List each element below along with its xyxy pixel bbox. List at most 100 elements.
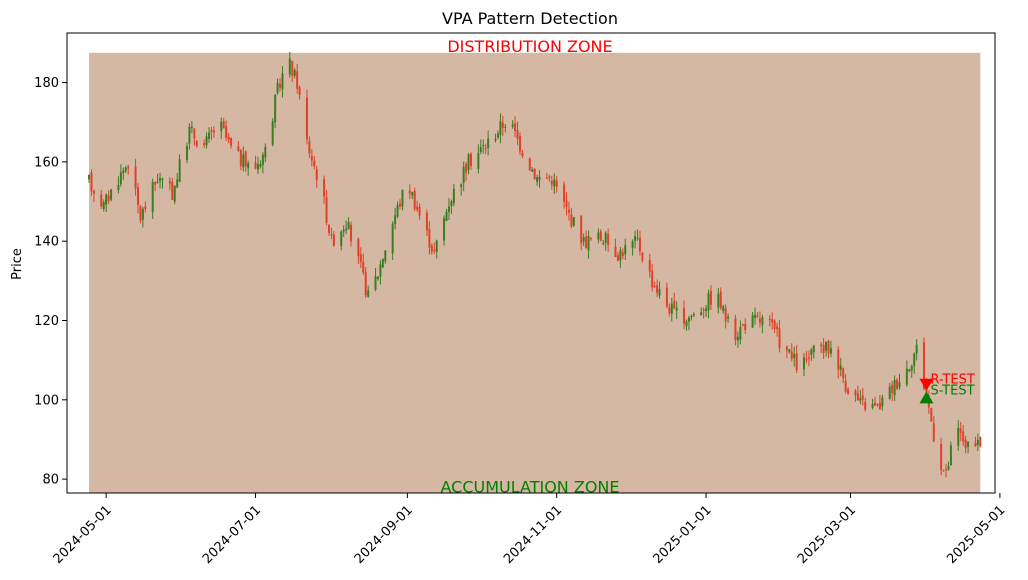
candle-body xyxy=(521,152,524,157)
candle-body xyxy=(810,349,813,355)
candle-body xyxy=(433,249,436,251)
candle-body xyxy=(888,386,891,399)
candle-body xyxy=(127,166,130,169)
candle-body xyxy=(212,130,215,133)
candle-body xyxy=(308,140,311,154)
candle-body xyxy=(570,214,573,227)
candle-body xyxy=(122,170,125,173)
candle-body xyxy=(844,380,847,392)
candle-body xyxy=(511,124,514,127)
candle-body xyxy=(494,139,497,141)
x-tick-label: 2025-01-01 xyxy=(651,503,715,567)
candle-body xyxy=(690,316,693,318)
candle-body xyxy=(514,123,517,131)
candle-body xyxy=(445,211,448,221)
candle-body xyxy=(964,439,967,449)
candle-body xyxy=(100,194,103,207)
candle-body xyxy=(908,369,911,372)
candle-body xyxy=(582,237,585,242)
candle-body xyxy=(330,234,333,236)
candle-body xyxy=(739,327,742,340)
candle-body xyxy=(533,168,536,180)
candle-body xyxy=(820,344,823,346)
candle-body xyxy=(683,308,686,324)
candle-body xyxy=(567,209,570,213)
candle-body xyxy=(220,121,223,131)
candle-body xyxy=(604,232,607,243)
candle-body xyxy=(621,252,624,256)
candle-body xyxy=(447,206,450,212)
distribution-zone-label: DISTRIBUTION ZONE xyxy=(447,37,612,56)
candle-body xyxy=(396,205,399,217)
candle-body xyxy=(959,428,962,433)
candle-body xyxy=(327,224,330,234)
candle-series xyxy=(88,51,982,478)
candle-body xyxy=(188,126,191,144)
candle-body xyxy=(499,121,502,135)
candle-body xyxy=(587,235,590,251)
candle-body xyxy=(685,321,688,326)
candle-body xyxy=(812,345,815,353)
chart-title: VPA Pattern Detection xyxy=(442,9,618,28)
candle-body xyxy=(313,160,316,167)
x-axis: 2024-05-01 2024-07-01 2024-09-01 2024-11-01… xyxy=(51,493,1008,567)
candle-body xyxy=(597,232,600,240)
candle-body xyxy=(416,206,419,210)
candle-body xyxy=(898,382,901,388)
candle-body xyxy=(776,326,779,329)
candle-body xyxy=(139,206,142,221)
candle-body xyxy=(771,319,774,323)
candle-body xyxy=(910,365,913,371)
candle-body xyxy=(357,238,360,256)
candle-body xyxy=(345,228,348,231)
candle-body xyxy=(805,359,808,361)
candle-body xyxy=(281,73,284,90)
candle-body xyxy=(359,254,362,262)
candle-body xyxy=(548,176,551,179)
candle-body xyxy=(430,245,433,252)
candle-body xyxy=(205,136,208,146)
candle-body xyxy=(842,368,845,379)
candle-body xyxy=(428,229,431,248)
candle-body xyxy=(230,137,233,146)
candle-body xyxy=(501,122,504,128)
candle-body xyxy=(854,390,857,396)
candle-body xyxy=(651,270,654,288)
candle-body xyxy=(239,150,242,166)
candle-body xyxy=(350,224,353,242)
candle-body xyxy=(822,344,825,353)
candle-body xyxy=(572,217,575,226)
candle-body xyxy=(722,306,725,312)
candle-body xyxy=(528,158,531,170)
candle-body xyxy=(134,166,137,189)
candle-body xyxy=(940,444,943,471)
candle-body xyxy=(653,285,656,287)
candle-body xyxy=(736,336,739,341)
candle-body xyxy=(825,341,828,351)
candle-body xyxy=(342,229,345,232)
candle-body xyxy=(190,126,193,129)
candle-body xyxy=(550,180,553,185)
candle-body xyxy=(945,469,948,471)
candle-body xyxy=(913,353,916,367)
candle-body xyxy=(141,208,144,220)
candle-body xyxy=(538,176,541,180)
y-axis-label: Price xyxy=(10,248,25,280)
y-tick-label: 180 xyxy=(34,76,59,91)
candle-body xyxy=(435,240,438,252)
candle-body xyxy=(496,133,499,138)
candle-body xyxy=(151,182,154,212)
candle-body xyxy=(460,183,463,188)
candle-body xyxy=(553,179,556,187)
candle-body xyxy=(638,237,641,252)
candle-body xyxy=(785,346,788,351)
candle-body xyxy=(705,308,708,312)
candle-body xyxy=(242,154,245,168)
candle-body xyxy=(168,181,171,184)
candle-body xyxy=(687,317,690,322)
candle-body xyxy=(942,470,945,472)
candle-body xyxy=(394,215,397,225)
candle-body xyxy=(957,427,960,446)
candle-body xyxy=(675,307,678,311)
candle-body xyxy=(195,141,198,146)
